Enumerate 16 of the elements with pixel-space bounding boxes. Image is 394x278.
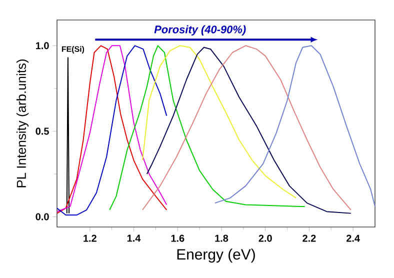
- y-axis-title: PL Intensity (arb.units): [16, 60, 29, 188]
- line-series: [142, 45, 297, 198]
- x-tick-label: 1.4: [127, 234, 141, 242]
- x-axis-title: Energy (eV): [177, 248, 255, 263]
- x-tick-label: 2.0: [258, 234, 272, 242]
- x-tick-label: 1.8: [215, 234, 228, 242]
- x-tick-label: 2.4: [346, 234, 360, 242]
- annotation: Porosity (40-90%): [154, 25, 246, 36]
- line-series: [109, 45, 306, 210]
- line-series: [214, 45, 376, 207]
- y-tick-label: 1.0: [36, 42, 49, 50]
- y-tick-label: 0.5: [36, 128, 49, 135]
- x-tick-label: 1.2: [84, 234, 96, 242]
- x-tick-label: 1.6: [171, 234, 184, 242]
- x-tick-label: 2.2: [302, 234, 316, 242]
- y-tick-label: 0.0: [36, 213, 49, 220]
